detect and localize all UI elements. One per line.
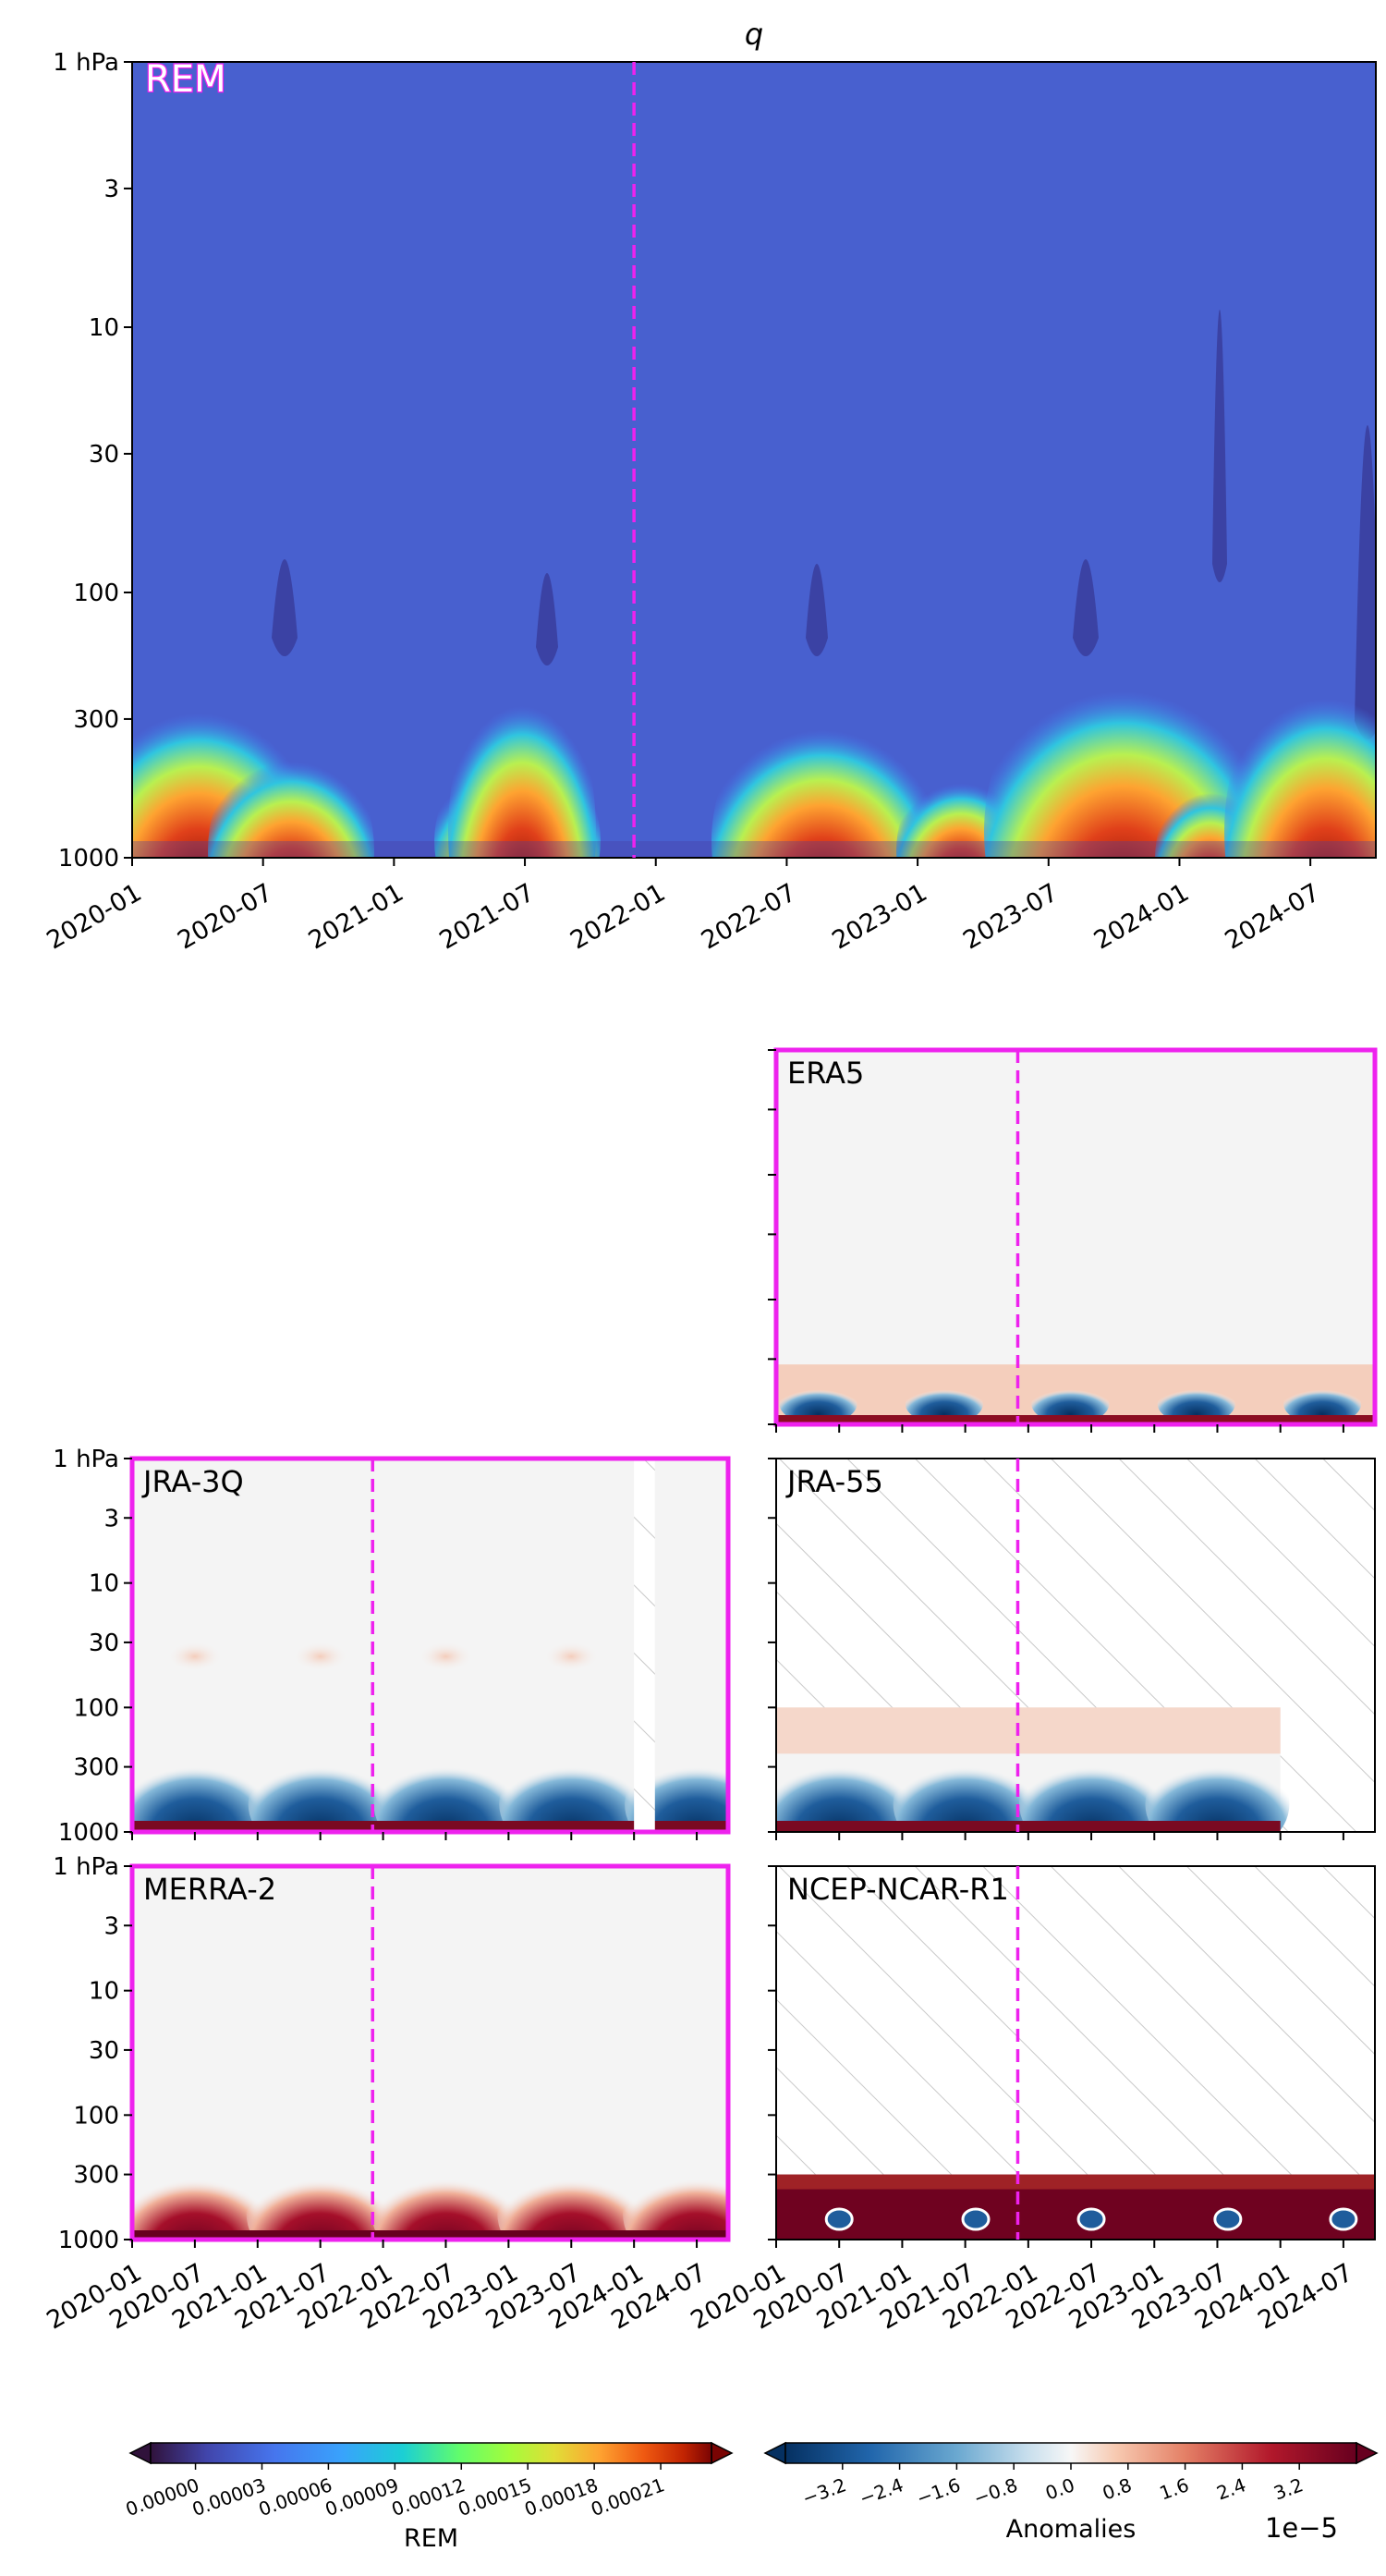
- rem-x-tick-label: 2022-01: [565, 878, 670, 955]
- rem-y-tick-label: 300: [73, 706, 119, 734]
- anomaly-field: [776, 1050, 1375, 1424]
- colorbar-tick-label: −0.8: [971, 2473, 1021, 2509]
- rem-x-tick-label: 2021-01: [304, 878, 408, 955]
- panel-ncep-ncar-r1: NCEP-NCAR-R12020-012020-072021-012021-07…: [686, 1865, 1376, 2336]
- panel-y-tick-label: 1 hPa: [53, 1446, 119, 1473]
- panel-label: JRA-55: [785, 1464, 883, 1499]
- rem-y-tick-label: 3: [103, 176, 119, 203]
- panel-jra-55: JRA-55: [768, 1458, 1376, 1840]
- rem-y-tick-label: 1 hPa: [53, 49, 119, 77]
- panel-frame: [129, 1456, 731, 1835]
- panel-label: NCEP-NCAR-R1: [787, 1872, 1009, 1907]
- rem-x-tick-label: 2020-07: [173, 878, 277, 955]
- panel-frame: [775, 1458, 1376, 1833]
- rem-contours: [132, 310, 1376, 858]
- colorbar-tick-label: 3.2: [1270, 2473, 1306, 2504]
- colorbar-label: Anomalies: [1006, 2515, 1137, 2544]
- panel-frame: [775, 1865, 1376, 2240]
- panel-label: MERRA-2: [143, 1872, 276, 1907]
- colorbar-extend-low: [128, 2441, 152, 2465]
- panel-y-tick-label: 300: [73, 1754, 119, 1782]
- colorbar-tick-label: 0.00003: [189, 2473, 269, 2521]
- panel-frame: [129, 1863, 731, 2242]
- panel-y-tick-label: 100: [73, 1694, 119, 1722]
- rem-x-tick-label: 2023-07: [958, 878, 1063, 955]
- anomaly-field: [776, 1866, 1375, 2240]
- anomaly-field: [132, 1459, 728, 1832]
- colorbar-tick-label: 0.00021: [588, 2473, 667, 2521]
- panel-label: JRA-3Q: [141, 1464, 244, 1499]
- colorbar-offset-text: 1e−5: [1265, 2512, 1338, 2544]
- colorbar-tick-label: −1.6: [914, 2473, 964, 2509]
- rem-y-tick-label: 10: [89, 314, 119, 342]
- colorbar-tick-label: 0.8: [1100, 2473, 1135, 2504]
- panel-y-tick-label: 3: [103, 1505, 119, 1532]
- colorbar-tick-label: 0.00000: [123, 2473, 202, 2521]
- colorbar-extend-high: [1356, 2441, 1379, 2465]
- panel-y-tick-label: 1000: [58, 1819, 119, 1847]
- colorbar-label: REM: [404, 2524, 458, 2553]
- colorbar-tick-label: 1.6: [1157, 2473, 1192, 2504]
- panel-y-tick-label: 100: [73, 2102, 119, 2130]
- rem-y-tick-label: 100: [73, 580, 119, 607]
- panel-y-tick-label: 10: [89, 1978, 119, 2006]
- colorbar-tick-label: −3.2: [799, 2473, 849, 2509]
- chart-title: q: [745, 17, 763, 52]
- colorbar-tick-label: 0.00009: [322, 2473, 402, 2521]
- rem-x-tick-label: 2023-01: [828, 878, 932, 955]
- colorbar-extend-low: [763, 2441, 786, 2465]
- rem-x-tick-label: 2024-01: [1089, 878, 1194, 955]
- panel-y-tick-label: 3: [103, 1912, 119, 1940]
- panel-merra-2: MERRA-21 hPa3103010030010002020-012020-0…: [42, 1853, 731, 2336]
- panel-label: ERA5: [787, 1056, 864, 1091]
- colorbar-tick-label: 0.00006: [256, 2473, 335, 2521]
- colorbar-tick-label: −2.4: [857, 2473, 906, 2509]
- panel-y-tick-label: 30: [89, 2037, 119, 2065]
- rem-y-tick-label: 1000: [58, 845, 119, 873]
- panel-y-tick-label: 1000: [58, 2227, 119, 2254]
- colorbar-tick-label: 0.00015: [455, 2473, 534, 2521]
- rem-x-tick-label: 2022-07: [697, 878, 801, 955]
- panel-y-tick-label: 300: [73, 2162, 119, 2190]
- rem-y-tick-label: 30: [89, 441, 119, 469]
- anomaly-field: [776, 1459, 1375, 1832]
- rem-x-tick-label: 2021-07: [435, 878, 540, 955]
- rem-frame: [131, 61, 1377, 859]
- colorbar-tick-label: 0.0: [1042, 2473, 1077, 2504]
- panel-frame: [773, 1047, 1378, 1427]
- colorbar-tick-label: 0.00018: [521, 2473, 601, 2521]
- rem-colorbar: 0.000000.000030.000060.000090.000120.000…: [123, 2441, 734, 2553]
- panel-y-tick-label: 10: [89, 1570, 119, 1598]
- rem-x-tick-label: 2020-01: [42, 878, 146, 955]
- rem-x-tick-label: 2024-07: [1221, 878, 1325, 955]
- anomaly-field: [132, 1866, 728, 2240]
- colorbar-tick-label: 2.4: [1213, 2473, 1248, 2504]
- panel-y-tick-label: 1 hPa: [53, 1853, 119, 1881]
- rem-label: REM: [145, 58, 226, 101]
- anomalies-colorbar: −3.2 −2.4 −1.6 −0.8 0.0 0.8 1.6 2.4 3.2 Anomalies…: [763, 2441, 1379, 2544]
- colorbar-tick-label: 0.00012: [389, 2473, 468, 2521]
- panel-y-tick-label: 30: [89, 1630, 119, 1657]
- panel-era5: ERA5: [768, 1047, 1378, 1433]
- panel-jra-3q: JRA-3Q 1 hPa 3 10 30 100 300 1000: [53, 1446, 731, 1847]
- colorbar-extend-high: [711, 2441, 734, 2465]
- rem-panel: q REM 1 hPa 3 10 30 100 300 1000 2020-01 2020-07 20…: [42, 17, 1377, 956]
- colorbar-ramp: [150, 2442, 712, 2464]
- colorbar-ramp: [784, 2442, 1357, 2464]
